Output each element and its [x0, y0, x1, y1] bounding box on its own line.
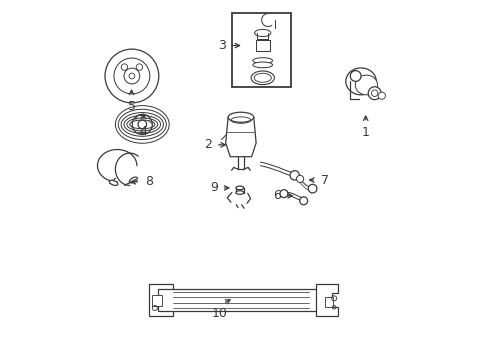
Ellipse shape: [109, 180, 118, 185]
Polygon shape: [149, 284, 173, 316]
Text: 6: 6: [273, 189, 281, 202]
Text: 10: 10: [211, 307, 227, 320]
Ellipse shape: [355, 75, 377, 95]
Text: 3: 3: [217, 39, 225, 52]
Circle shape: [296, 175, 303, 183]
Text: 2: 2: [204, 138, 212, 151]
Text: 5: 5: [127, 100, 135, 113]
Text: 4: 4: [139, 126, 147, 139]
Ellipse shape: [129, 177, 137, 183]
Text: 8: 8: [144, 175, 152, 188]
Ellipse shape: [252, 58, 272, 63]
Circle shape: [349, 71, 360, 81]
Text: 1: 1: [361, 126, 369, 139]
Ellipse shape: [235, 186, 244, 190]
Bar: [255, 40, 269, 51]
Ellipse shape: [345, 68, 376, 95]
Ellipse shape: [115, 105, 169, 143]
Ellipse shape: [252, 62, 272, 68]
Circle shape: [367, 87, 380, 100]
Circle shape: [299, 197, 307, 205]
Ellipse shape: [235, 191, 244, 194]
Circle shape: [280, 190, 287, 198]
Polygon shape: [225, 117, 256, 157]
Bar: [152, 295, 162, 306]
Ellipse shape: [250, 71, 274, 85]
Text: 9: 9: [210, 181, 218, 194]
Bar: [325, 297, 332, 307]
Ellipse shape: [227, 112, 253, 122]
Bar: [231, 13, 290, 87]
Circle shape: [308, 184, 316, 193]
Text: 7: 7: [320, 174, 328, 186]
Circle shape: [105, 49, 159, 103]
Circle shape: [289, 171, 299, 180]
Circle shape: [378, 92, 385, 99]
Polygon shape: [316, 284, 337, 316]
